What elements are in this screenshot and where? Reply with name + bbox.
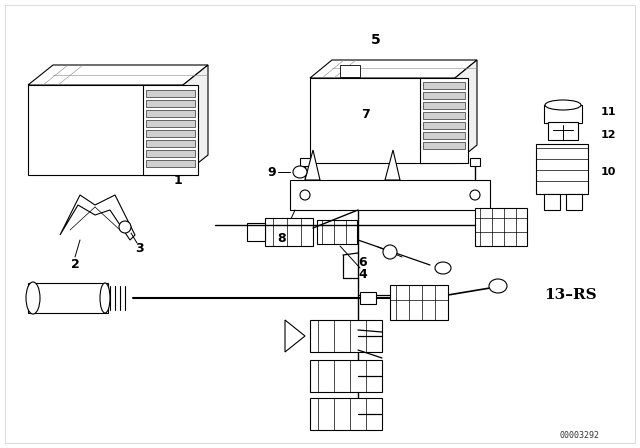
- Ellipse shape: [100, 283, 110, 313]
- Bar: [390, 285, 448, 320]
- Bar: [340, 65, 360, 77]
- Text: 7: 7: [360, 108, 369, 121]
- Bar: [146, 110, 195, 117]
- Text: 13–RS: 13–RS: [544, 288, 596, 302]
- Bar: [536, 144, 588, 194]
- Bar: [317, 220, 357, 244]
- Bar: [420, 78, 468, 163]
- Polygon shape: [455, 60, 477, 163]
- Bar: [146, 140, 195, 147]
- Bar: [300, 158, 310, 166]
- Text: 8: 8: [278, 232, 286, 245]
- Bar: [28, 85, 183, 175]
- Bar: [146, 160, 195, 167]
- Bar: [143, 85, 198, 175]
- Ellipse shape: [435, 262, 451, 274]
- Bar: [310, 78, 455, 163]
- Bar: [310, 320, 382, 352]
- Bar: [423, 82, 465, 89]
- Bar: [475, 208, 527, 246]
- Text: 1: 1: [173, 173, 182, 186]
- Bar: [423, 112, 465, 119]
- Bar: [146, 150, 195, 157]
- Bar: [360, 292, 376, 304]
- Bar: [146, 120, 195, 127]
- Polygon shape: [385, 150, 400, 180]
- Polygon shape: [285, 320, 305, 352]
- Bar: [423, 132, 465, 139]
- Ellipse shape: [293, 166, 307, 178]
- Text: 5: 5: [371, 33, 381, 47]
- Polygon shape: [183, 65, 208, 175]
- Text: 11: 11: [600, 107, 616, 117]
- Bar: [265, 218, 313, 246]
- Ellipse shape: [489, 279, 507, 293]
- Bar: [544, 105, 582, 123]
- Text: 3: 3: [134, 242, 143, 255]
- Bar: [310, 398, 382, 430]
- Text: 10: 10: [600, 167, 616, 177]
- Bar: [146, 90, 195, 97]
- Bar: [423, 142, 465, 149]
- Bar: [423, 102, 465, 109]
- Bar: [146, 130, 195, 137]
- Polygon shape: [305, 150, 320, 180]
- Text: 4: 4: [358, 268, 367, 281]
- Bar: [548, 122, 578, 140]
- Polygon shape: [247, 223, 265, 241]
- Polygon shape: [60, 195, 135, 240]
- Text: 6: 6: [358, 257, 367, 270]
- Bar: [470, 158, 480, 166]
- Bar: [423, 122, 465, 129]
- Polygon shape: [28, 283, 108, 313]
- Ellipse shape: [26, 282, 40, 314]
- Polygon shape: [310, 60, 477, 78]
- Bar: [423, 92, 465, 99]
- Bar: [310, 360, 382, 392]
- Text: 9: 9: [268, 165, 276, 178]
- Ellipse shape: [119, 221, 131, 233]
- Text: 2: 2: [70, 258, 79, 271]
- Bar: [544, 194, 560, 210]
- Ellipse shape: [545, 100, 581, 110]
- Bar: [290, 180, 490, 210]
- Text: 12: 12: [600, 130, 616, 140]
- Polygon shape: [28, 65, 208, 85]
- Ellipse shape: [470, 190, 480, 200]
- Text: 00003292: 00003292: [560, 431, 600, 439]
- Bar: [146, 100, 195, 107]
- Ellipse shape: [383, 245, 397, 259]
- Bar: [566, 194, 582, 210]
- Ellipse shape: [300, 190, 310, 200]
